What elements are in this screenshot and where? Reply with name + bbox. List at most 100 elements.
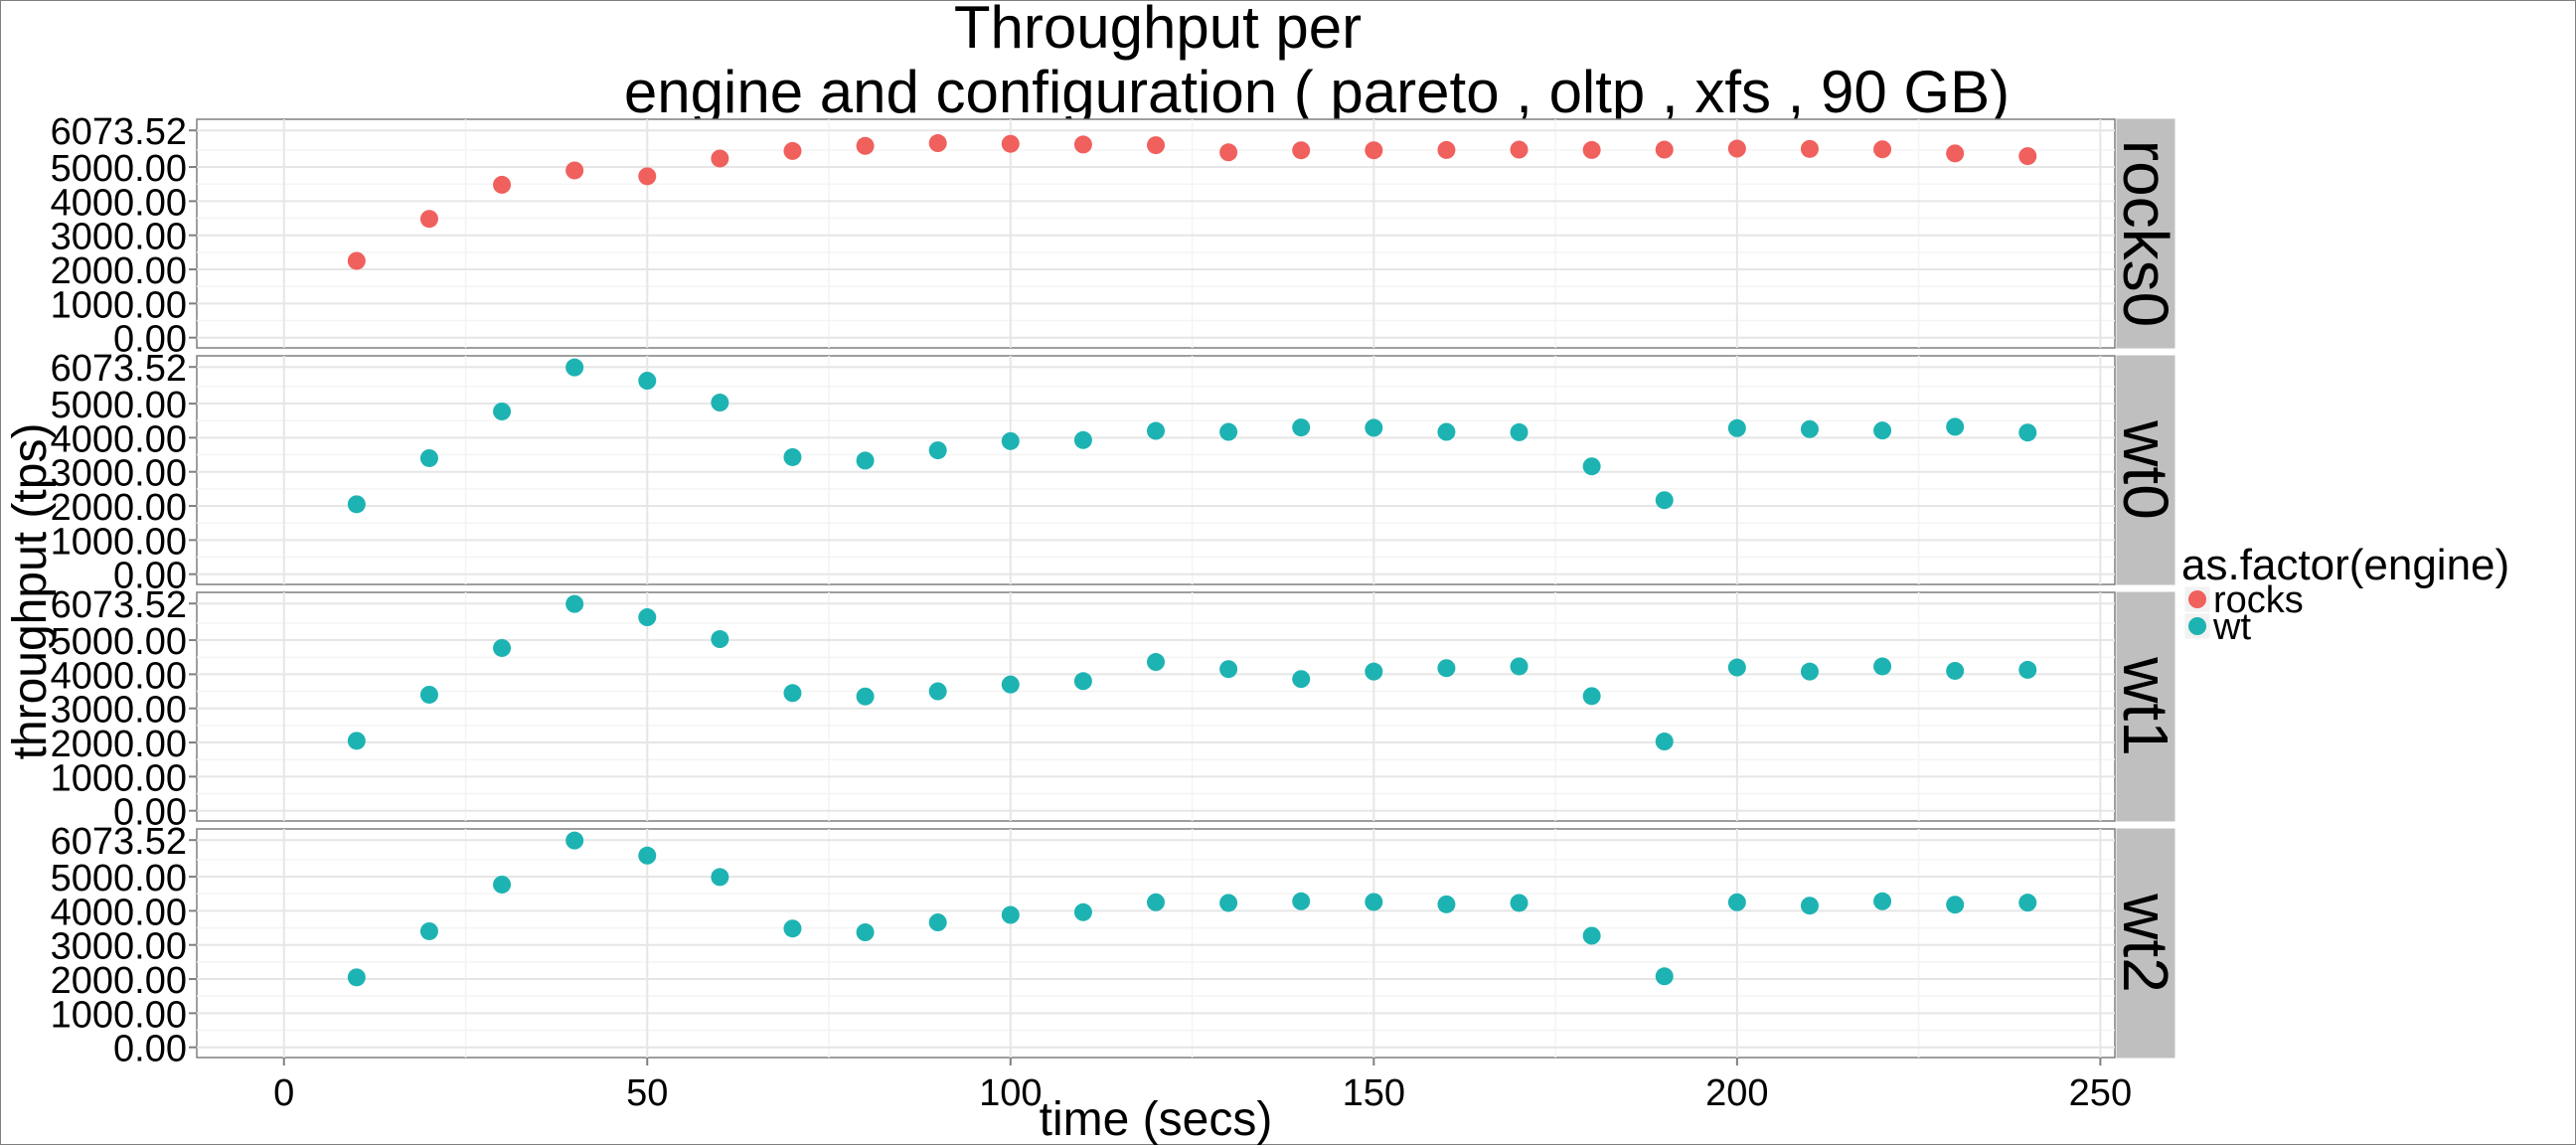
facet-panels: 0.001000.002000.003000.004000.005000.006… xyxy=(51,111,2181,1069)
data-point-wt1 xyxy=(1001,675,1020,694)
x-tick-label: 50 xyxy=(626,1072,668,1114)
panel-background xyxy=(196,828,2116,1059)
y-tick-label: 0.00 xyxy=(113,792,187,834)
y-tick-label: 3000.00 xyxy=(51,926,187,968)
panel-wt1: 0.001000.002000.003000.004000.005000.006… xyxy=(51,584,2181,833)
data-point-wt0 xyxy=(1873,421,1892,440)
y-tick-label: 0.00 xyxy=(113,556,187,597)
data-point-wt2 xyxy=(1365,893,1383,911)
data-point-wt0 xyxy=(1292,418,1311,437)
data-point-rocks0 xyxy=(928,134,947,153)
y-tick-label: 1000.00 xyxy=(51,521,187,563)
data-point-wt0 xyxy=(1946,417,1965,436)
data-point-rocks0 xyxy=(1873,140,1892,159)
data-point-wt1 xyxy=(1292,670,1311,689)
chart-title-line-1: Throughput per xyxy=(954,0,1362,61)
data-point-wt0 xyxy=(1147,421,1165,440)
y-tick-label: 4000.00 xyxy=(51,655,187,697)
data-point-wt2 xyxy=(1582,926,1601,945)
data-point-rocks0 xyxy=(1365,141,1383,160)
data-point-rocks0 xyxy=(1219,143,1238,162)
data-point-wt0 xyxy=(928,441,947,460)
y-tick-label: 5000.00 xyxy=(51,385,187,426)
data-point-wt0 xyxy=(493,402,512,420)
data-point-wt0 xyxy=(347,495,366,514)
data-point-wt0 xyxy=(711,394,729,412)
x-tick-label: 200 xyxy=(1705,1072,1768,1114)
legend-label-rocks: rocks xyxy=(2213,579,2304,621)
y-tick-label: 4000.00 xyxy=(51,892,187,933)
data-point-wt1 xyxy=(1946,661,1965,680)
y-tick-label: 4000.00 xyxy=(51,182,187,224)
data-point-wt1 xyxy=(1800,662,1819,681)
facet-strip-label: wt0 xyxy=(2110,419,2181,520)
facet-strip xyxy=(2116,355,2175,585)
legend-label-wt: wt xyxy=(2212,606,2251,648)
y-tick-label: 3000.00 xyxy=(51,690,187,732)
data-point-wt0 xyxy=(638,372,657,391)
data-point-wt0 xyxy=(783,447,802,466)
panel-wt0: 0.001000.002000.003000.004000.005000.006… xyxy=(51,348,2181,596)
y-tick-label: 3000.00 xyxy=(51,217,187,258)
data-point-wt2 xyxy=(638,846,657,865)
data-point-rocks0 xyxy=(1655,140,1674,159)
data-point-wt1 xyxy=(638,608,657,627)
y-tick-label: 4000.00 xyxy=(51,418,187,460)
data-point-wt2 xyxy=(419,921,438,940)
y-axis-label: throughput (tps) xyxy=(4,423,57,760)
x-tick-label: 0 xyxy=(273,1072,294,1114)
data-point-rocks0 xyxy=(565,161,584,180)
data-point-wt1 xyxy=(928,682,947,701)
y-tick-label: 0.00 xyxy=(113,1029,187,1070)
panel-background xyxy=(196,355,2116,585)
data-point-rocks0 xyxy=(638,167,657,186)
data-point-rocks0 xyxy=(1437,140,1456,159)
data-point-wt2 xyxy=(347,968,366,987)
data-point-wt0 xyxy=(1437,422,1456,441)
y-tick-label: 2000.00 xyxy=(51,724,187,765)
y-tick-label: 0.00 xyxy=(113,319,187,361)
facet-strip-label: wt2 xyxy=(2110,893,2181,993)
data-point-rocks0 xyxy=(1946,144,1965,163)
panel-background xyxy=(196,591,2116,822)
data-point-wt2 xyxy=(493,875,512,894)
data-point-wt2 xyxy=(1001,905,1020,924)
data-point-wt2 xyxy=(1510,894,1529,912)
data-point-rocks0 xyxy=(419,210,438,229)
x-tick-label: 150 xyxy=(1343,1072,1405,1114)
data-point-rocks0 xyxy=(1510,140,1529,159)
data-point-wt2 xyxy=(565,831,584,850)
data-point-wt1 xyxy=(1510,657,1529,676)
data-point-wt1 xyxy=(1727,658,1746,677)
data-point-rocks0 xyxy=(347,251,366,270)
data-point-wt1 xyxy=(1437,659,1456,678)
data-point-wt0 xyxy=(1655,491,1674,510)
y-tick-label: 1000.00 xyxy=(51,284,187,326)
data-point-wt0 xyxy=(1582,457,1601,476)
legend-title: as.factor(engine) xyxy=(2181,541,2509,589)
data-point-wt1 xyxy=(493,638,512,657)
data-point-wt2 xyxy=(711,868,729,887)
y-tick-label: 6073.52 xyxy=(51,821,187,863)
data-point-wt2 xyxy=(856,923,875,942)
data-point-rocks0 xyxy=(856,136,875,155)
y-tick-label: 1000.00 xyxy=(51,994,187,1036)
data-point-wt1 xyxy=(1582,687,1601,706)
y-tick-label: 2000.00 xyxy=(51,487,187,529)
data-point-wt0 xyxy=(1365,418,1383,437)
data-point-wt1 xyxy=(1365,662,1383,681)
data-point-rocks0 xyxy=(1727,139,1746,158)
chart-title-line-2: engine and configuration ( pareto , oltp… xyxy=(624,59,2010,125)
facet-strip xyxy=(2116,828,2175,1059)
data-point-wt1 xyxy=(1219,660,1238,679)
data-point-rocks0 xyxy=(1292,141,1311,160)
data-point-wt1 xyxy=(1073,672,1092,691)
legend-key-rocks xyxy=(2188,590,2206,608)
facet-strip xyxy=(2116,118,2175,349)
data-point-wt1 xyxy=(856,687,875,706)
y-tick-label: 2000.00 xyxy=(51,960,187,1002)
data-point-wt2 xyxy=(1873,892,1892,910)
legend-key-wt xyxy=(2188,617,2206,635)
